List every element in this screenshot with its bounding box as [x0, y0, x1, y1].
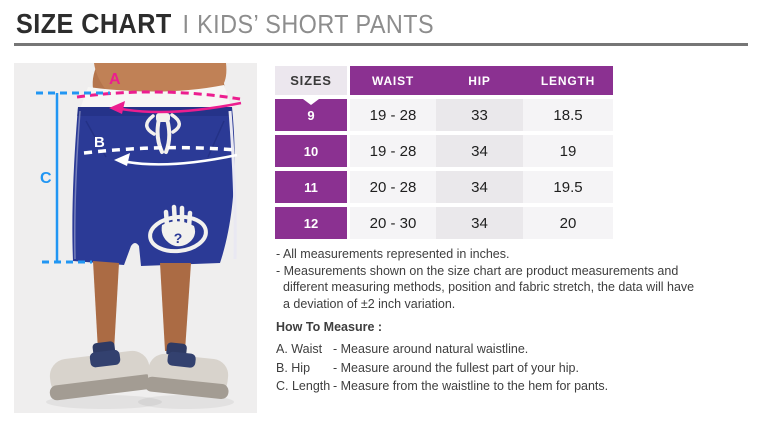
marker-c-label: C [40, 170, 52, 187]
column-header-waist: WAIST [350, 66, 436, 95]
hip-arrowhead-icon [114, 153, 130, 166]
length-cell-row4: 20 [523, 207, 613, 239]
marker-b-label: B [94, 134, 105, 151]
page-title-sub: KIDS’ SHORT PANTS [197, 9, 435, 39]
how-to-measure-item: C. Length - Measure from the waistline t… [276, 377, 746, 396]
column-header-sizes: SIZES [275, 66, 350, 95]
waist-cell-row2: 19 - 28 [350, 135, 436, 167]
hip-annotation: B [83, 134, 238, 166]
brand-logo-icon: ? [148, 204, 208, 254]
size-value: 9 [307, 107, 315, 123]
waist-cell-row3: 20 - 28 [350, 171, 436, 203]
size-cell-row3: 11 [275, 171, 350, 203]
how-to-measure-section: How To Measure : A. Waist - Measure arou… [276, 320, 746, 396]
page-title-main: SIZE CHART [16, 8, 172, 39]
hip-arrow-line [121, 153, 238, 166]
hip-cell-row2: 34 [436, 135, 523, 167]
waist-cell-row1: 19 - 28 [350, 99, 436, 131]
how-to-measure-item: A. Waist - Measure around natural waistl… [276, 340, 746, 359]
note-line: different measuring methods, position an… [283, 280, 695, 294]
size-table: SIZES WAIST HIP LENGTH 9 19 - 28 33 18.5… [275, 66, 613, 239]
sizes-pointer-icon [303, 99, 319, 105]
note-line: - All measurements represented in inches… [276, 247, 510, 261]
model-tank-top [80, 85, 232, 109]
size-cell-row1: 9 [275, 99, 350, 131]
length-cell-row1: 18.5 [523, 99, 613, 131]
waist-arrowhead-icon [109, 101, 125, 114]
header-divider [14, 43, 748, 46]
measure-text-hip: - Measure around the fullest part of you… [333, 360, 579, 375]
how-to-measure-heading: How To Measure : [276, 320, 383, 334]
how-to-measure-item: B. Hip - Measure around the fullest part… [276, 359, 746, 378]
size-cell-row2: 10 [275, 135, 350, 167]
waist-arrow-line [115, 101, 242, 114]
length-cell-row2: 19 [523, 135, 613, 167]
model-shoes [49, 341, 229, 401]
hip-cell-row1: 33 [436, 99, 523, 131]
measure-label-hip: B. Hip [276, 360, 311, 375]
measurement-notes: - All measurements represented in inches… [276, 246, 746, 312]
length-annotation: C [36, 91, 110, 264]
model-illustration: ? [14, 63, 257, 413]
measure-text-length: - Measure from the waistline to the hem … [333, 379, 609, 393]
title-separator: I [182, 9, 190, 39]
measure-label-length: C. Length [276, 379, 331, 393]
logo-question-mark: ? [174, 230, 183, 246]
note-line: - Measurements shown on the size chart a… [276, 263, 679, 278]
model-legs [93, 261, 191, 351]
note-line: a deviation of ±2 inch variation. [283, 296, 456, 311]
column-header-length: LENGTH [523, 66, 613, 95]
size-cell-row4: 12 [275, 207, 350, 239]
measure-text-waist: - Measure around natural waistline. [333, 342, 529, 356]
hip-cell-row3: 34 [436, 171, 523, 203]
waist-cell-row4: 20 - 30 [350, 207, 436, 239]
marker-a-label: A [109, 71, 121, 88]
hip-cell-row4: 34 [436, 207, 523, 239]
hip-dashed-line [83, 145, 237, 155]
waist-annotation: A [76, 71, 242, 114]
product-photo: ? [14, 63, 257, 413]
measure-label-waist: A. Waist [276, 342, 323, 356]
column-header-hip: HIP [436, 66, 523, 95]
page-title: SIZE CHART I KIDS’ SHORT PANTS [16, 8, 434, 40]
length-cell-row3: 19.5 [523, 171, 613, 203]
waist-dashed-ellipse [76, 90, 241, 101]
